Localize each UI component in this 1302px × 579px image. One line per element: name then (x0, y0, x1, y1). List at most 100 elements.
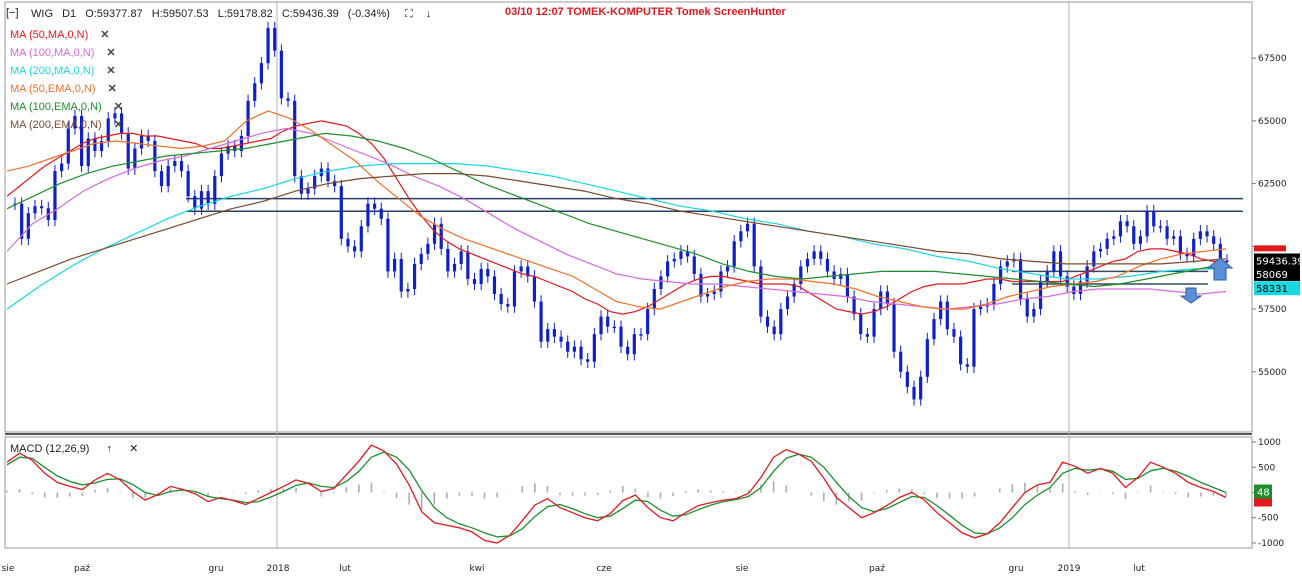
price-candle (852, 296, 856, 315)
x-tick-label: lut (339, 564, 351, 574)
price-candle (626, 346, 630, 355)
x-tick-label: 2018 (267, 564, 290, 574)
price-candle (779, 309, 783, 335)
price-candle (452, 263, 457, 272)
price-candle (839, 273, 843, 279)
price-candle (73, 115, 77, 129)
remove-indicator-icon[interactable]: ✕ (113, 101, 123, 113)
moving-average-line (6, 163, 1226, 310)
price-candle (1218, 243, 1222, 262)
macd-close-icon[interactable]: ✕ (129, 443, 139, 455)
price-candle (206, 191, 210, 204)
price-candle (1092, 251, 1096, 267)
price-candle (566, 341, 570, 352)
price-candle (33, 206, 37, 214)
arrow-up-icon[interactable]: ↑ (106, 443, 113, 455)
price-candle (799, 266, 803, 284)
price-candle (972, 309, 976, 367)
price-candle (1052, 251, 1056, 272)
price-candle (412, 263, 417, 289)
indicator-item: MA (100,MA,0,N) ✕ (10, 46, 123, 64)
price-candle (373, 203, 377, 209)
price-panel-frame (4, 1, 1253, 433)
price-candle (812, 251, 816, 259)
price-candle (293, 100, 297, 177)
price-candle (666, 261, 670, 277)
price-candle (1172, 236, 1176, 239)
price-candle (273, 28, 277, 51)
price-candle (739, 231, 743, 242)
macd-title: MACD (12,26,9) (10, 443, 90, 455)
price-y-tick-label: 65000 (1258, 117, 1287, 127)
price-candle (1038, 281, 1043, 310)
close-value: C:59436.39 (281, 8, 339, 20)
price-candle (785, 296, 790, 310)
price-candle (219, 153, 224, 177)
remove-indicator-icon[interactable]: ✕ (106, 65, 116, 77)
arrow-down-icon[interactable]: ↓ (425, 8, 432, 20)
price-candle (685, 251, 690, 257)
price-candle (885, 291, 889, 305)
price-candle (932, 319, 936, 340)
change-value: (-0.34%) (347, 8, 390, 20)
price-candle (113, 113, 117, 119)
price-candle (612, 326, 616, 329)
macd-y-tick-label: -500 (1258, 514, 1279, 524)
x-tick-label: cze (596, 564, 612, 574)
price-candle (992, 283, 996, 305)
moving-average-line (6, 173, 1227, 285)
x-tick-label: lut (1133, 564, 1145, 574)
price-candle (792, 283, 796, 297)
price-candle (359, 226, 363, 252)
price-candle (339, 186, 343, 239)
price-candle (772, 326, 776, 335)
price-candle (1145, 211, 1149, 237)
x-tick-label: sie (736, 564, 749, 574)
x-tick-label: 2019 (1058, 564, 1081, 574)
price-candle (1072, 286, 1076, 295)
macd-signal-tag (1254, 498, 1272, 507)
indicator-label: MA (200,EMA,0,N) (10, 119, 102, 131)
remove-indicator-icon[interactable]: ✕ (107, 83, 117, 95)
x-tick-label: gru (208, 564, 223, 574)
indicator-label: MA (100,MA,0,N) (10, 47, 95, 59)
price-candle (1158, 226, 1163, 228)
remove-indicator-icon[interactable]: ✕ (113, 119, 123, 131)
price-candle (1185, 253, 1189, 257)
indicator-item: MA (50,MA,0,N) ✕ (10, 28, 123, 46)
price-candle (572, 346, 576, 352)
price-tag-label: 59436.39 (1256, 256, 1302, 267)
price-candle (266, 28, 270, 64)
price-candle (353, 246, 357, 252)
symbol-label: WIG D1 O:59377.87 H:59507.53 L:59178.82 … (31, 8, 431, 21)
price-candle (732, 241, 736, 267)
price-candle (539, 301, 543, 342)
price-candle (759, 266, 763, 317)
price-candle (586, 359, 590, 362)
price-candle (419, 253, 423, 264)
price-y-tick-label: 62500 (1258, 180, 1287, 190)
price-candle (912, 386, 916, 400)
price-candle (899, 351, 903, 372)
macd-label: MACD (12,26,9) ↑ ✕ (10, 442, 138, 455)
price-candle (526, 266, 530, 277)
price-candle (79, 115, 84, 167)
price-candle (1085, 266, 1089, 282)
menu-toggle-icon[interactable]: [−] (6, 7, 19, 19)
price-candle (805, 258, 810, 267)
moving-average-line (6, 132, 1227, 288)
price-candle (106, 118, 110, 141)
price-candle (366, 203, 370, 227)
remove-indicator-icon[interactable]: ✕ (100, 29, 110, 41)
indicator-label: MA (100,EMA,0,N) (10, 101, 102, 113)
price-candle (119, 113, 124, 134)
macd-value-tag (1254, 484, 1272, 499)
remove-indicator-icon[interactable]: ✕ (106, 47, 116, 59)
price-candle (998, 266, 1003, 284)
expand-icon[interactable]: ⛶ (405, 8, 413, 20)
x-tick-label: kwi (469, 564, 484, 574)
macd-y-tick-label: 500 (1258, 463, 1275, 473)
price-candle (825, 258, 830, 272)
price-candle (1198, 231, 1202, 239)
